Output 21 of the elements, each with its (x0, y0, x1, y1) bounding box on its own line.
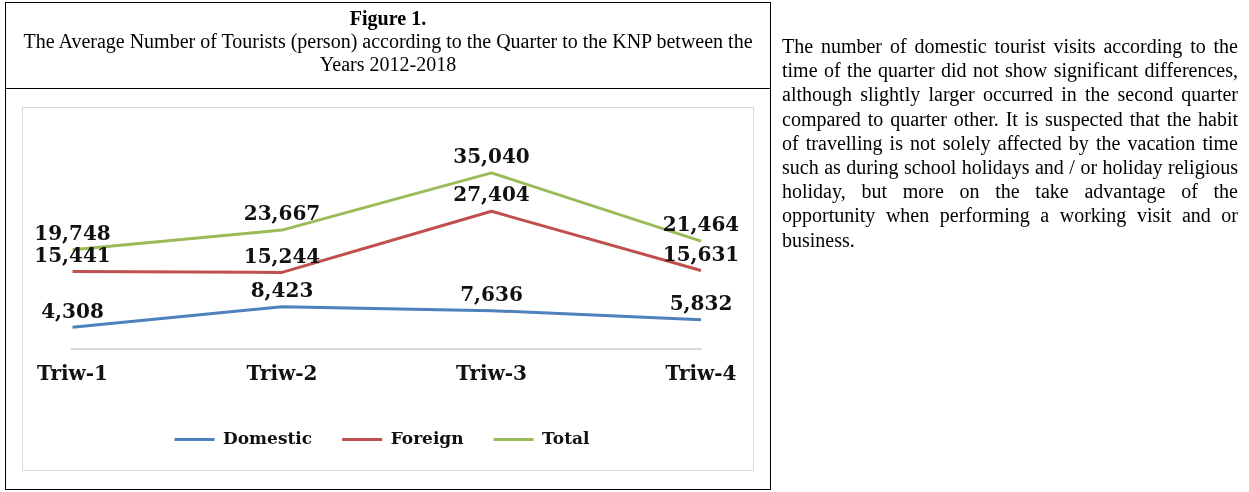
data-label: 8,423 (250, 277, 314, 302)
x-tick-label: Triw-1 (37, 361, 108, 386)
text: The number of domestic tourist visits according to the time of the quarter did not show significant differences, although slightly larger occurred in the second quarter compared to quarter other. It is suspected that the habit of travelling is not solely affected by the vacation time such as during school holidays and / or holiday religious holiday, but more on the take advantage of the opportunity when performing a working visit and or business. (782, 35, 1238, 251)
chart-subtitle: The Average Number of Tourists (person) according to the Quarter to the KNP between the Years 2012-2018 (22, 30, 754, 76)
x-tick-label: Triw-4 (665, 361, 737, 386)
x-tick-label: Triw-2 (246, 361, 318, 386)
data-label: 27,404 (453, 182, 530, 207)
data-label: 21,464 (662, 212, 740, 237)
data-label: 19,748 (34, 220, 111, 245)
legend-label: Total (542, 427, 591, 448)
data-label: 7,636 (460, 281, 523, 306)
data-label: 15,244 (243, 243, 321, 268)
chart-title: Figure 1. (348, 7, 428, 30)
x-tick-label: Triw-3 (456, 361, 527, 386)
data-label: 35,040 (453, 144, 530, 169)
legend-label: Foreign (390, 427, 464, 448)
data-label: 4,308 (41, 298, 104, 323)
data-label: 15,631 (662, 241, 740, 266)
data-label: 23,667 (243, 201, 321, 226)
data-label: 5,832 (669, 290, 733, 315)
legend-label: Domestic (223, 427, 313, 448)
